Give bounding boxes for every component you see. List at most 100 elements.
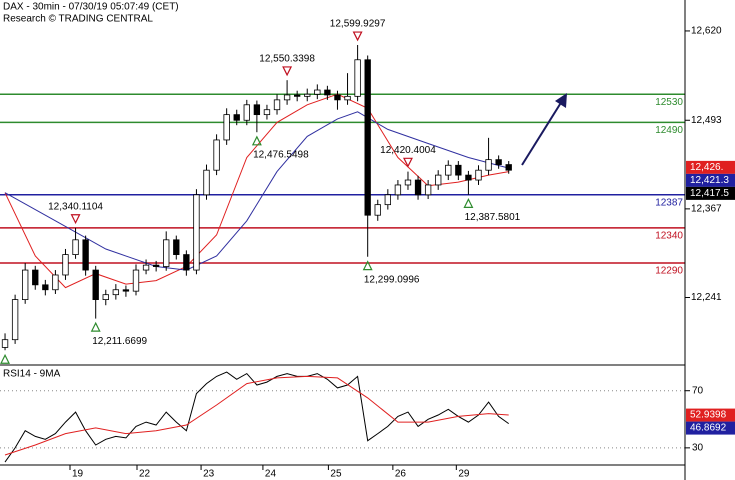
moving-average	[4, 93, 509, 289]
candle-body	[475, 169, 482, 181]
candle-body	[263, 109, 271, 116]
y-tick-label: 12,367	[691, 204, 722, 215]
candle-body	[344, 95, 351, 101]
pivot-label: 12,599.9297	[330, 19, 386, 30]
pivot-marker	[463, 198, 474, 208]
level-label: 12490	[655, 125, 683, 136]
candle-body	[414, 179, 422, 196]
candle-body	[314, 89, 321, 95]
rsi-ma-line	[4, 375, 509, 456]
candle-body	[465, 174, 472, 181]
moving-average	[4, 111, 509, 271]
pivot-label: 12,340.1104	[48, 201, 103, 212]
candle-body	[183, 254, 190, 271]
candle-body	[62, 254, 69, 276]
price-panel: 12,599.9297 12,550.3398 12,476.5498 12,420.…	[0, 19, 685, 364]
candle-body	[22, 269, 29, 300]
forecast-arrow-head	[555, 93, 567, 108]
pivot-label: 12,550.3398	[259, 54, 315, 65]
candle-body	[112, 289, 120, 296]
candle-body	[72, 239, 79, 255]
candle-body	[364, 59, 371, 216]
last-value-box	[686, 408, 735, 422]
rsi-panel	[0, 371, 685, 463]
x-tick-label: 24	[265, 469, 277, 480]
last-value-label: 46.8692	[690, 423, 727, 434]
x-tick-label: 23	[203, 469, 215, 480]
candle-body	[52, 274, 59, 291]
candle-body	[455, 164, 462, 176]
candle-body	[163, 239, 170, 267]
candle-body	[132, 269, 140, 292]
candle-body	[485, 159, 492, 171]
candle-body	[424, 184, 432, 196]
chart-subtitle: Research © TRADING CENTRAL	[3, 14, 153, 25]
candle-body	[253, 104, 261, 116]
y-tick-label: 12,493	[691, 115, 722, 126]
candle-body	[223, 114, 230, 141]
pivot-label: 12,387.5801	[465, 212, 521, 223]
pivot-marker	[282, 66, 293, 77]
candle-body	[273, 99, 281, 111]
pivot-marker	[362, 260, 373, 271]
rsi-title: RSI14 - 9MA	[3, 369, 61, 380]
forecast-arrow	[521, 100, 563, 166]
pivot-marker	[0, 353, 11, 364]
candle-body	[394, 184, 402, 196]
candle-body	[122, 289, 130, 292]
pivot-label: 12,299.0996	[364, 274, 420, 285]
candle-body	[11, 299, 19, 341]
x-tick-label: 26	[395, 469, 407, 480]
last-value-label: 12,421.3	[690, 175, 729, 186]
x-tick-label: 29	[458, 469, 470, 480]
candle-body	[233, 114, 240, 121]
last-value-box	[686, 421, 735, 435]
candle-body	[404, 179, 412, 186]
candle-body	[384, 194, 392, 206]
candle-body	[142, 264, 150, 271]
candle-body	[32, 269, 39, 286]
candle-body	[374, 204, 381, 216]
candle-body	[92, 269, 99, 300]
candle-body	[102, 294, 109, 300]
pivot-marker	[251, 135, 262, 146]
pivot-marker	[70, 214, 81, 225]
chart-title: DAX - 30min - 07/30/19 05:07:49 (CET)	[3, 2, 179, 13]
candle-body	[243, 104, 250, 121]
last-value-box	[686, 160, 735, 174]
candle-body	[203, 169, 210, 196]
candle-body	[1, 339, 9, 348]
candle-body	[173, 239, 180, 255]
last-value-box	[686, 173, 735, 187]
pivot-label: 12,476.5498	[253, 149, 309, 160]
last-value-box	[686, 186, 735, 200]
rsi-y-tick-label: 30	[692, 442, 704, 453]
level-label: 12387	[655, 197, 683, 208]
last-value-label: 52.9398	[690, 410, 727, 421]
candle-body	[495, 159, 502, 165]
candle-body	[445, 164, 452, 176]
candle-body	[82, 239, 89, 271]
last-value-label: 12,417.5	[690, 188, 729, 199]
candle-body	[152, 264, 160, 267]
candle-body	[435, 174, 442, 186]
level-label: 12340	[655, 231, 683, 242]
candle-body	[283, 94, 291, 101]
x-tick-label: 22	[139, 469, 151, 480]
candle-body	[304, 93, 311, 97]
candle-body	[42, 284, 49, 291]
candle-body	[505, 164, 512, 171]
y-tick-label: 12,620	[691, 26, 722, 37]
pivot-marker	[90, 321, 101, 332]
y-tick-label: 12,241	[691, 292, 722, 303]
level-label: 12290	[655, 266, 683, 277]
candle-body	[334, 94, 341, 101]
candle-body	[293, 94, 301, 97]
candle-body	[354, 59, 361, 97]
pivot-marker	[352, 31, 363, 42]
x-tick-label: 25	[330, 469, 342, 480]
pivot-label: 12,211.6699	[92, 336, 147, 347]
candle-body	[193, 194, 200, 271]
last-value-label: 12,426.	[690, 162, 723, 173]
